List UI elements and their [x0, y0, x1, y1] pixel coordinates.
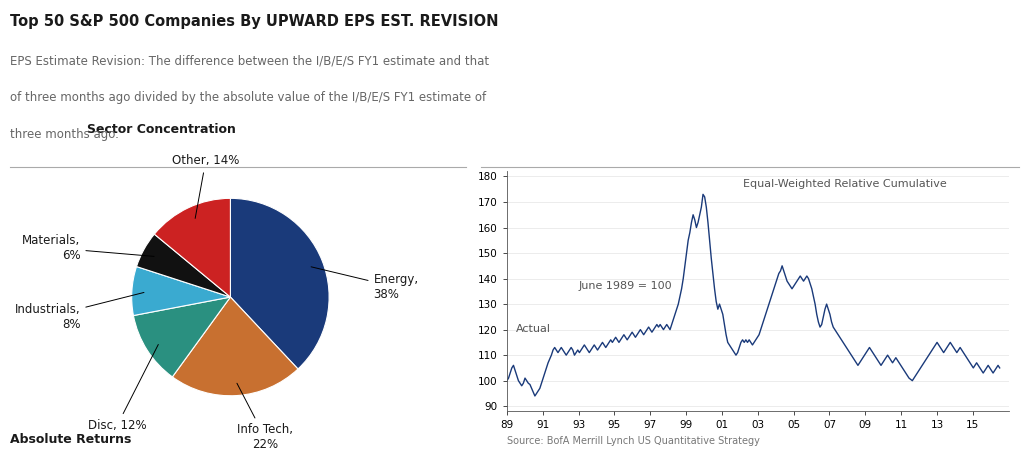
Text: three months ago.: three months ago.: [10, 128, 119, 141]
Text: Other, 14%: Other, 14%: [172, 154, 240, 218]
Text: Top 50 S&P 500 Companies By UPWARD EPS EST. REVISION: Top 50 S&P 500 Companies By UPWARD EPS E…: [10, 14, 499, 29]
Text: of three months ago divided by the absolute value of the I/B/E/S FY1 estimate of: of three months ago divided by the absol…: [10, 91, 486, 104]
Wedge shape: [155, 198, 230, 297]
Text: June 1989 = 100: June 1989 = 100: [579, 281, 672, 291]
Text: Actual: Actual: [516, 324, 551, 334]
Text: Disc, 12%: Disc, 12%: [88, 345, 159, 432]
Text: Equal-Weighted Relative Cumulative: Equal-Weighted Relative Cumulative: [743, 179, 947, 189]
Text: Sector Concentration: Sector Concentration: [87, 123, 237, 136]
Wedge shape: [133, 297, 230, 377]
Text: Source: BofA Merrill Lynch US Quantitative Strategy: Source: BofA Merrill Lynch US Quantitati…: [507, 436, 760, 446]
Wedge shape: [132, 266, 230, 315]
Wedge shape: [230, 198, 329, 369]
Wedge shape: [172, 297, 298, 396]
Text: Industrials,
8%: Industrials, 8%: [14, 292, 144, 331]
Text: Info Tech,
22%: Info Tech, 22%: [237, 383, 293, 451]
Wedge shape: [136, 234, 230, 297]
Text: Materials,
6%: Materials, 6%: [23, 234, 154, 262]
Text: EPS Estimate Revision: The difference between the I/B/E/S FY1 estimate and that: EPS Estimate Revision: The difference be…: [10, 55, 489, 68]
Text: Absolute Returns: Absolute Returns: [10, 433, 132, 446]
Text: Energy,
38%: Energy, 38%: [311, 267, 419, 301]
